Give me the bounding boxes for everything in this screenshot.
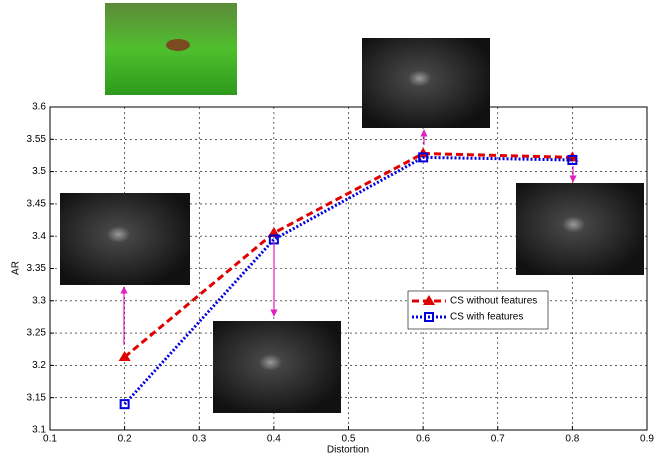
x-tick-label: 0.8 [565, 434, 579, 445]
y-tick-label: 3.6 [32, 102, 46, 113]
legend-label: CS without features [450, 296, 537, 307]
marker [567, 154, 578, 165]
marker [418, 152, 429, 163]
y-tick-label: 3.5 [32, 166, 46, 177]
marker [118, 351, 131, 362]
saliency-map [60, 193, 190, 285]
y-tick-label: 3.4 [32, 231, 46, 242]
legend-box [407, 290, 549, 330]
y-tick-label: 3.2 [32, 360, 46, 371]
y-tick-label: 3.35 [27, 263, 47, 274]
marker [119, 399, 130, 410]
saliency-map [362, 38, 490, 128]
illustrations [60, 3, 644, 413]
y-tick-label: 3.25 [27, 328, 47, 339]
x-tick-label: 0.9 [640, 434, 654, 445]
legend-marker [423, 295, 435, 305]
x-tick-label: 0.6 [416, 434, 430, 445]
y-tick-label: 3.45 [27, 199, 47, 210]
x-tick-label: 0.1 [43, 434, 57, 445]
y-tick-label: 3.15 [27, 392, 47, 403]
series-line [123, 152, 573, 359]
y-axis-label: AR [11, 261, 22, 275]
x-axis-label: Distortion [327, 445, 369, 456]
x-tick-label: 0.4 [267, 434, 281, 445]
saliency-map [516, 183, 644, 275]
x-tick-label: 0.3 [192, 434, 206, 445]
axes-box [49, 106, 648, 431]
x-tick-label: 0.5 [342, 434, 356, 445]
saliency-map [213, 321, 341, 413]
y-tick-label: 3.1 [32, 425, 46, 436]
x-tick-label: 0.7 [491, 434, 505, 445]
legend-marker [424, 312, 434, 322]
x-tick-label: 0.2 [118, 434, 132, 445]
y-tick-label: 3.55 [27, 134, 47, 145]
legend-label: CS with features [450, 312, 523, 323]
photo-animal [166, 39, 190, 51]
legend: CS without features CS with features [407, 290, 549, 330]
y-tick-label: 3.3 [32, 295, 46, 306]
